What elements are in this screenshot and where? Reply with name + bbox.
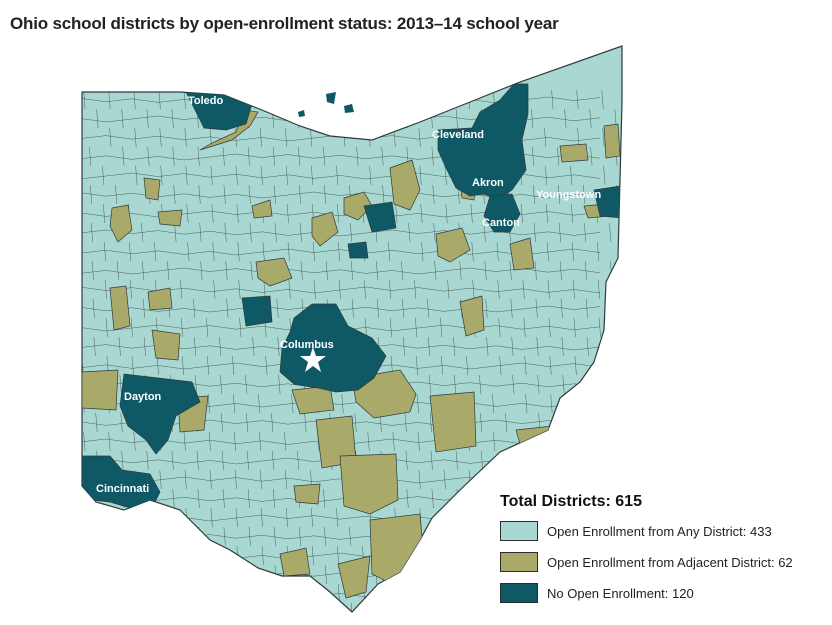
legend-swatch-any-district [500, 521, 538, 541]
columbus-capital-star-icon [300, 347, 326, 372]
city-label-cleveland: Cleveland [432, 129, 484, 141]
city-label-toledo: Toledo [188, 95, 224, 107]
legend-title: Total Districts: 615 [500, 493, 642, 510]
legend-item-adjacent-district: Open Enrollment from Adjacent District: … [500, 551, 826, 573]
map-title: Ohio school districts by open-enrollment… [10, 14, 559, 33]
city-label-youngstown: Youngstown [536, 189, 601, 201]
city-label-dayton: Dayton [124, 391, 162, 403]
legend-label-no-enrollment: No Open Enrollment: 120 [547, 585, 694, 601]
city-label-cincinnati: Cincinnati [96, 483, 149, 495]
legend-item-no-enrollment: No Open Enrollment: 120 [500, 582, 826, 604]
city-label-columbus: Columbus [280, 339, 334, 351]
legend-label-adjacent-district: Open Enrollment from Adjacent District: … [547, 554, 793, 570]
legend-swatch-no-enrollment [500, 583, 538, 603]
legend-item-any-district: Open Enrollment from Any District: 433 [500, 520, 826, 542]
map-legend: Total Districts: 615 Open Enrollment fro… [500, 493, 826, 613]
legend-swatch-adjacent-district [500, 552, 538, 572]
legend-label-any-district: Open Enrollment from Any District: 433 [547, 523, 772, 539]
city-label-canton: Canton [482, 217, 520, 229]
city-label-akron: Akron [472, 177, 504, 189]
lake-erie-islands [298, 92, 354, 117]
